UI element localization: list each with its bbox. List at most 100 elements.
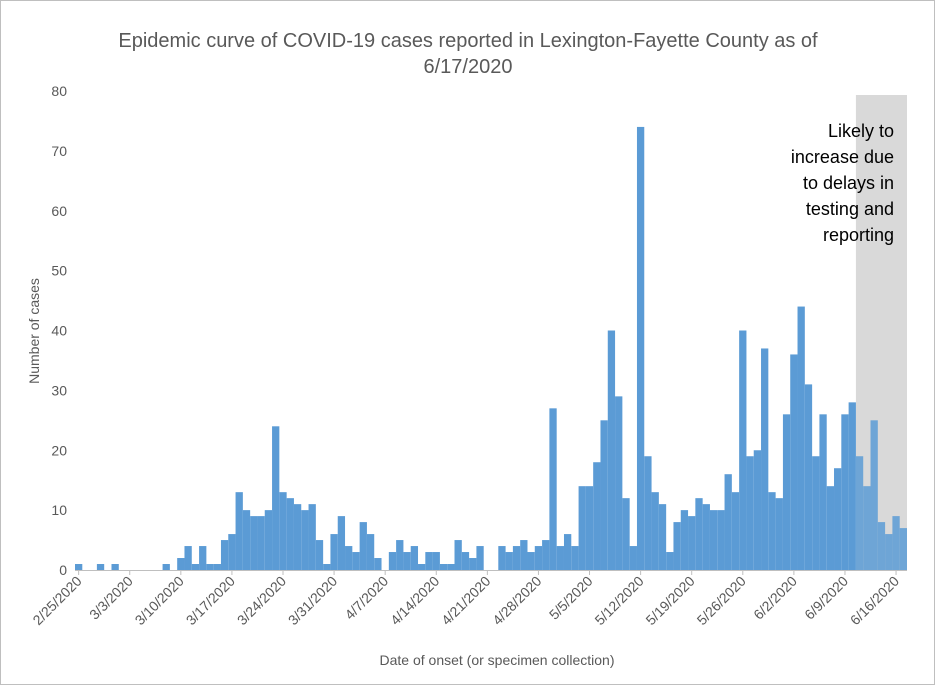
bar: [899, 528, 907, 570]
bar: [242, 510, 251, 570]
bar: [666, 552, 674, 570]
bar: [870, 420, 878, 570]
bar: [184, 546, 192, 570]
bar: [432, 552, 440, 570]
x-axis: 2/25/2020 3/3/20203/10/20203/17/20203/24/…: [29, 570, 907, 628]
bar: [286, 498, 294, 570]
bar: [111, 564, 119, 570]
bar: [688, 516, 696, 570]
bar: [418, 564, 426, 570]
y-tick-label: 30: [51, 382, 67, 398]
bar: [615, 396, 623, 570]
y-tick-label: 40: [51, 323, 67, 339]
bar: [374, 558, 382, 570]
y-axis-label: Number of cases: [26, 278, 42, 384]
annotation-line: Likely to: [828, 121, 894, 141]
bar: [366, 534, 375, 570]
bar: [476, 546, 484, 570]
bar: [629, 546, 637, 570]
bar: [461, 552, 470, 570]
chart-title-line2: 6/17/2020: [424, 56, 513, 78]
bar: [498, 546, 506, 570]
annotation-line: to delays in: [803, 173, 894, 193]
bar: [410, 546, 419, 570]
bar: [396, 540, 404, 570]
x-tick-label: 3/3/2020: [86, 573, 136, 623]
bar: [855, 456, 864, 570]
bar: [877, 522, 886, 570]
bar: [534, 546, 543, 570]
annotation-line: reporting: [823, 225, 894, 245]
bar: [797, 306, 805, 570]
bar: [308, 504, 316, 570]
bar: [315, 540, 324, 570]
x-tick-label: 4/28/2020: [489, 573, 545, 629]
annotation-layer: Likely to increase due to delays in testing…: [791, 121, 894, 245]
bar: [644, 456, 652, 570]
bar: [512, 546, 521, 570]
bar: [739, 330, 747, 570]
bar: [571, 546, 579, 570]
bar: [505, 552, 513, 570]
bar: [75, 564, 83, 570]
x-tick-label: 4/21/2020: [438, 573, 494, 629]
bar: [709, 510, 718, 570]
x-tick-label: 5/26/2020: [694, 573, 750, 629]
x-tick-label: 3/24/2020: [234, 573, 290, 629]
bar: [607, 330, 616, 570]
x-tick-label: 4/14/2020: [387, 573, 443, 629]
bar: [549, 408, 557, 570]
annotation-line: testing and: [806, 199, 894, 219]
bar: [220, 540, 229, 570]
bar: [454, 540, 462, 570]
bar: [403, 552, 411, 570]
bar: [848, 402, 856, 570]
bar: [724, 474, 732, 570]
bar: [600, 420, 608, 570]
bar: [177, 558, 185, 570]
y-tick-label: 60: [51, 203, 67, 219]
bar: [636, 126, 645, 571]
bar: [293, 504, 302, 570]
bar: [279, 492, 287, 570]
bar: [585, 486, 594, 570]
bar: [96, 564, 105, 570]
bar: [556, 546, 564, 570]
bar: [527, 552, 535, 570]
x-tick-label: 5/19/2020: [642, 573, 698, 629]
bars-layer: [75, 126, 907, 571]
bar: [264, 510, 273, 570]
bar: [593, 462, 601, 570]
bar: [206, 564, 214, 570]
bar: [731, 492, 740, 570]
chart-title-line1: Epidemic curve of COVID-19 cases reporte…: [118, 30, 818, 52]
bar: [352, 552, 360, 570]
bar: [330, 534, 338, 570]
y-tick-label: 20: [51, 442, 67, 458]
bar: [782, 414, 791, 570]
bar: [520, 540, 528, 570]
bar: [345, 546, 353, 570]
bar: [213, 564, 221, 570]
x-tick-label: 6/2/2020: [750, 573, 800, 623]
bar: [257, 516, 265, 570]
x-tick-label: 6/9/2020: [801, 573, 851, 623]
bar: [469, 558, 477, 570]
bar: [702, 504, 710, 570]
bar: [301, 510, 309, 570]
y-tick-label: 10: [51, 502, 67, 518]
bar: [191, 564, 200, 570]
y-tick-label: 0: [59, 562, 67, 578]
bar: [826, 486, 835, 570]
bar: [753, 450, 762, 570]
bar: [819, 414, 827, 570]
bar: [761, 348, 769, 570]
bar: [250, 516, 258, 570]
bar: [388, 552, 397, 570]
bar: [804, 384, 813, 570]
bar: [841, 414, 849, 570]
x-axis-label: Date of onset (or specimen collection): [380, 652, 615, 668]
bar: [563, 534, 572, 570]
bar: [834, 468, 842, 570]
